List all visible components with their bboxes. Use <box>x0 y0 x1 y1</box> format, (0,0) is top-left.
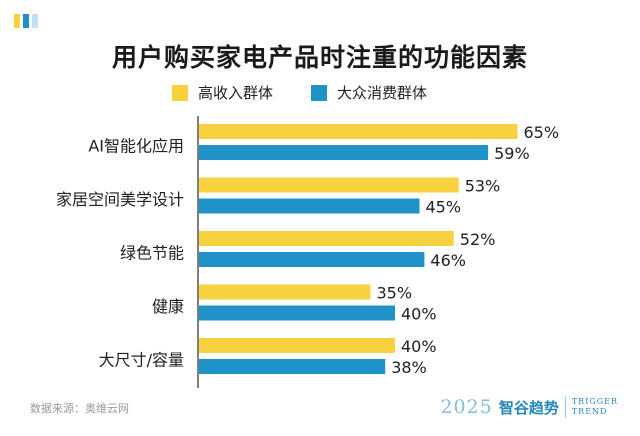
category-label: 家居空间美学设计 <box>56 190 184 209</box>
bar-high-income <box>199 284 371 300</box>
bar-mass-consumer <box>199 252 425 267</box>
data-label: 38% <box>391 358 427 377</box>
category-label: 健康 <box>152 297 184 316</box>
brand-divider <box>564 396 566 418</box>
bar-high-income <box>199 231 454 246</box>
data-label: 45% <box>426 198 462 217</box>
bar-high-income <box>199 177 459 193</box>
legend-item-high-income: 高收入群体 <box>172 82 273 103</box>
category-label: 绿色节能 <box>120 244 184 263</box>
data-label: 35% <box>377 284 413 303</box>
brand-logo: 2025 智谷趋势 TRIGGER TREND <box>440 396 618 418</box>
bar-mass-consumer <box>199 145 489 160</box>
brand-en-line1: TRIGGER <box>571 397 618 406</box>
data-label: 40% <box>401 305 437 324</box>
corner-bar-blue <box>23 14 29 28</box>
data-source: 数据来源：奥维云网 <box>30 402 129 415</box>
bar-high-income <box>199 124 518 139</box>
data-label: 52% <box>460 230 496 249</box>
bar-high-income <box>199 338 395 353</box>
legend-item-mass-consumer: 大众消费群体 <box>311 82 427 103</box>
category-label: 大尺寸/容量 <box>99 351 184 370</box>
corner-bar-yellow <box>14 14 20 28</box>
brand-en-line2: TREND <box>571 407 608 416</box>
corner-bar-light <box>32 14 38 28</box>
chart-legend: 高收入群体 大众消费群体 <box>172 82 427 103</box>
brand-english: TRIGGER TREND <box>572 397 618 417</box>
data-label: 40% <box>401 337 437 356</box>
brand-year: 2025 <box>440 396 493 418</box>
bar-mass-consumer <box>199 198 420 214</box>
brand-name: 智谷趋势 <box>498 398 559 417</box>
legend-label-mass-consumer: 大众消费群体 <box>337 84 428 102</box>
data-label: 53% <box>465 177 501 196</box>
bar-mass-consumer <box>199 359 386 374</box>
chart-title: 用户购买家电产品时注重的功能因素 <box>111 43 528 72</box>
bar-mass-consumer <box>199 305 395 321</box>
category-label: AI智能化应用 <box>88 137 184 156</box>
corner-decoration <box>14 14 38 28</box>
legend-swatch-mass-consumer <box>311 84 328 101</box>
data-label: 65% <box>524 123 560 142</box>
legend-label-high-income: 高收入群体 <box>198 84 274 102</box>
data-label: 46% <box>430 251 466 270</box>
data-label: 59% <box>494 144 530 163</box>
legend-swatch-high-income <box>172 84 188 101</box>
